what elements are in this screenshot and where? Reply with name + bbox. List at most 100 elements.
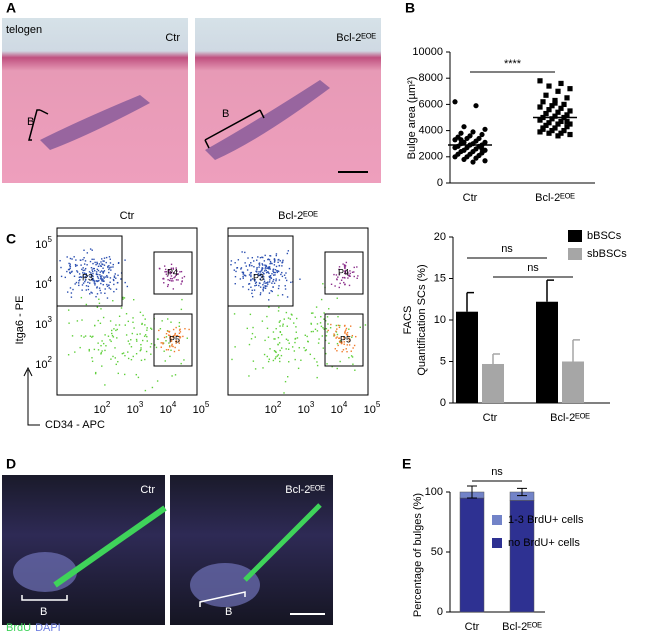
flow-event	[274, 274, 276, 276]
flow-event	[281, 265, 283, 267]
flow-event	[338, 273, 341, 275]
flow-event	[83, 249, 85, 251]
flow-event	[96, 268, 99, 271]
data-point	[543, 122, 549, 128]
flow-event	[146, 329, 148, 331]
flow-event	[84, 276, 86, 278]
flow-event	[264, 254, 266, 257]
flow-event	[273, 271, 275, 274]
flow-event	[244, 274, 246, 277]
flow-event	[267, 360, 270, 363]
flow-event	[333, 334, 336, 337]
flow-event	[242, 273, 244, 275]
data-point	[482, 126, 488, 132]
flow-event	[126, 285, 129, 288]
flow-event	[297, 367, 300, 370]
flow-event	[107, 266, 109, 269]
flow-event	[80, 296, 83, 299]
flow-event	[151, 386, 154, 389]
flow-event	[95, 263, 97, 266]
flow-event	[288, 267, 291, 270]
flow-event	[276, 355, 279, 357]
flow-event	[172, 336, 174, 339]
flow-event	[322, 283, 324, 285]
flow-event	[122, 298, 124, 300]
flow-event	[248, 274, 251, 276]
flow-event	[293, 322, 295, 324]
flow-event	[344, 265, 347, 267]
flow-event	[113, 328, 115, 330]
flow-event	[71, 258, 73, 260]
flow-event	[98, 302, 101, 305]
flow-event	[258, 284, 260, 287]
flow-event	[265, 271, 268, 274]
flow-event	[254, 282, 257, 284]
flow-event	[269, 275, 271, 278]
data-point	[543, 110, 549, 117]
flow-event	[76, 271, 79, 273]
data-point	[540, 125, 546, 131]
flow-event	[269, 268, 271, 270]
flow-event	[338, 286, 340, 289]
flow-event	[267, 283, 269, 285]
flow-event	[102, 272, 104, 274]
flow-event	[282, 323, 284, 325]
flow-event	[122, 296, 124, 299]
flow-tick-label: 105	[193, 400, 210, 416]
flow-event	[166, 285, 169, 288]
flow-event	[176, 334, 179, 337]
flow-event	[275, 265, 278, 268]
flow-event	[344, 324, 346, 327]
flow-event	[79, 276, 82, 278]
flow-event	[247, 288, 250, 291]
flow-event	[167, 272, 170, 274]
flow-event	[106, 285, 109, 288]
flow-event	[140, 348, 142, 351]
flow-event	[167, 283, 169, 286]
flow-event	[175, 279, 178, 281]
flow-event	[278, 342, 281, 344]
flow-event	[144, 389, 147, 392]
flow-event	[261, 320, 264, 322]
legend-label: no BrdU+ cells	[508, 537, 580, 549]
flow-event	[262, 271, 264, 274]
data-point	[564, 95, 570, 101]
gate	[153, 251, 193, 295]
flow-event	[347, 274, 350, 277]
flow-event	[169, 336, 172, 338]
flow-event	[261, 256, 263, 258]
flow-event	[97, 273, 99, 276]
data-point	[543, 92, 549, 98]
flow-event	[87, 285, 90, 288]
flow-event	[94, 261, 96, 264]
flow-event	[354, 369, 356, 371]
flow-event	[275, 351, 277, 354]
flow-event	[259, 278, 262, 280]
flow-event	[181, 298, 183, 301]
flow-event	[254, 368, 257, 370]
flow-event	[85, 285, 88, 287]
flow-event	[110, 266, 112, 268]
flow-tick-label: 104	[160, 400, 177, 416]
flow-event	[104, 292, 106, 295]
flow-event	[141, 323, 143, 326]
flow-event	[247, 257, 249, 259]
flow-event	[337, 315, 339, 318]
flow-event	[242, 271, 244, 274]
flow-event	[103, 257, 106, 259]
flow-event	[182, 335, 184, 338]
flow-event	[280, 273, 282, 276]
tick-base: 10	[265, 404, 277, 416]
flow-event	[99, 278, 102, 280]
flow-event	[274, 260, 276, 262]
flow-event	[79, 346, 81, 349]
flow-event	[93, 279, 95, 282]
flow-event	[264, 268, 266, 270]
x-tick-label: Bcl-2ᴱᴼᴱ	[535, 192, 575, 204]
flow-event	[144, 324, 146, 326]
flow-event	[160, 346, 162, 348]
flow-event	[167, 279, 169, 281]
flow-event	[124, 354, 126, 357]
flow-event	[248, 265, 251, 267]
flow-event	[290, 281, 292, 284]
